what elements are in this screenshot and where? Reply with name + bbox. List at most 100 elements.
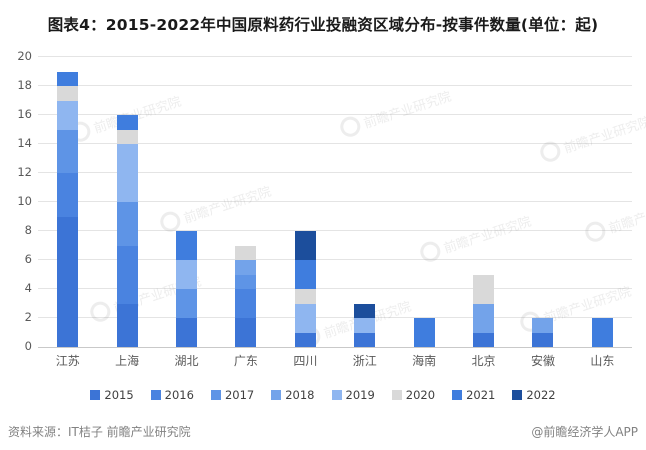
bar-column-广东	[216, 57, 275, 347]
legend-label: 2019	[345, 388, 375, 402]
x-tick-label: 上海	[115, 354, 140, 368]
bar-安徽	[532, 318, 554, 347]
legend-item-2015: 2015	[90, 388, 134, 402]
bar-segment-2020	[294, 289, 316, 304]
y-tick-label: 20	[17, 49, 32, 63]
legend-item-2021: 2021	[452, 388, 495, 402]
legend-item-2019: 2019	[331, 388, 375, 402]
plot-area: 0 2 4 6 8 10 12 14 16 18 20 前瞻产业研究院 前瞻产业研究院 前瞻产业研究院 前瞻…	[17, 50, 646, 351]
bar-江苏	[57, 71, 79, 347]
bar-segment-2018	[235, 260, 257, 275]
bar-北京	[473, 274, 495, 347]
bar-segment-2018	[473, 303, 495, 333]
chart-title: 图表4：2015-2022年中国原料药行业投融资区域分布-按事件数量(单位：起)	[47, 16, 599, 34]
bar-segment-2017	[116, 202, 138, 246]
gridline	[38, 288, 632, 289]
legend-label: 2018	[285, 388, 315, 402]
bar-column-北京	[454, 57, 513, 347]
legend-swatch	[210, 390, 221, 400]
bar-segment-2021	[413, 318, 435, 347]
bar-浙江	[354, 303, 376, 347]
x-tick-label: 广东	[233, 354, 258, 368]
y-tick-label: 10	[17, 194, 32, 208]
bar-column-上海	[97, 57, 156, 347]
legend-swatch	[150, 390, 161, 400]
bar-segment-2019	[354, 318, 376, 333]
y-tick-label: 4	[24, 281, 32, 295]
bar-segment-2020	[235, 245, 257, 260]
x-tick-label: 山东	[590, 354, 615, 368]
bar-四川	[294, 231, 316, 347]
y-tick-label: 16	[17, 107, 32, 121]
bar-segment-2020	[57, 86, 79, 101]
legend-label: 2021	[466, 388, 496, 402]
legend-swatch	[271, 390, 282, 400]
bar-segment-2021	[591, 318, 613, 347]
bar-segment-2020	[116, 129, 138, 144]
gridline	[38, 347, 632, 348]
y-tick-label: 6	[24, 252, 32, 266]
chart-page: 图表4：2015-2022年中国原料药行业投融资区域分布-按事件数量(单位：起)…	[0, 0, 646, 439]
gridline	[38, 230, 632, 231]
bar-segment-2021	[57, 71, 79, 86]
gridline	[38, 114, 632, 115]
legend-label: 2022	[526, 388, 556, 402]
bar-segment-2019	[176, 260, 198, 289]
bar-segment-2015	[354, 332, 376, 347]
app-credit: @前瞻经济学人APP	[531, 425, 638, 439]
footer: 资料来源：IT桔子 前瞻产业研究院 @前瞻经济学人APP	[8, 423, 638, 440]
bar-segment-2019	[57, 100, 79, 130]
bar-segment-2015	[116, 303, 138, 347]
bar-广东	[235, 245, 257, 347]
bar-segment-2016	[116, 245, 138, 304]
bar-segment-2017	[176, 289, 198, 318]
bar-column-湖北	[157, 57, 216, 347]
gridline	[38, 201, 632, 202]
legend-label: 2017	[224, 388, 255, 402]
bar-segment-2019	[116, 144, 138, 202]
x-tick-label: 安徽	[530, 354, 555, 368]
x-tick-label: 北京	[471, 354, 496, 368]
bar-column-安徽	[513, 57, 572, 347]
bar-segment-2021	[176, 231, 198, 260]
legend-label: 2020	[405, 388, 436, 402]
bar-segment-2022	[294, 231, 316, 260]
legend-swatch	[452, 390, 463, 400]
bar-segment-2016	[235, 289, 257, 318]
legend-item-2017: 2017	[210, 388, 255, 402]
legend-swatch	[391, 390, 402, 400]
source-note: 资料来源：IT桔子 前瞻产业研究院	[8, 425, 191, 439]
bar-column-浙江	[335, 57, 394, 347]
bar-segment-2015	[57, 216, 79, 347]
bar-segment-2015	[176, 318, 198, 347]
legend-item-2020: 2020	[391, 388, 436, 402]
y-tick-label: 12	[17, 165, 32, 179]
bar-column-山东	[573, 57, 632, 347]
gridline	[38, 172, 632, 173]
y-tick-label: 2	[24, 310, 32, 324]
legend-item-2022: 2022	[512, 388, 556, 402]
bar-segment-2015	[294, 332, 316, 347]
legend-label: 2015	[104, 388, 134, 402]
x-tick-label: 四川	[293, 354, 318, 368]
bar-segment-2021	[294, 260, 316, 289]
bar-segment-2022	[354, 303, 376, 318]
bar-segment-2015	[473, 332, 495, 347]
gridline	[38, 85, 632, 86]
gridline	[38, 143, 632, 144]
legend-item-2016: 2016	[150, 388, 194, 402]
bar-column-海南	[394, 57, 453, 347]
legend-swatch	[512, 390, 523, 400]
x-axis: 江苏 上海 湖北 广东 四川 浙江 海南 北京 安徽 山东	[38, 352, 632, 369]
bar-海南	[413, 318, 435, 347]
legend-item-2018: 2018	[271, 388, 315, 402]
bar-segment-2015	[532, 332, 554, 347]
x-tick-label: 湖北	[174, 354, 199, 368]
bar-segment-2021	[116, 115, 138, 130]
bar-山东	[591, 318, 613, 347]
gridline	[38, 317, 632, 318]
bar-湖北	[176, 231, 198, 347]
bar-segment-2016	[57, 173, 79, 217]
legend: 2015 2016 2017 2018 2019 2020 2021 2022	[0, 388, 646, 402]
y-tick-label: 0	[24, 339, 32, 353]
